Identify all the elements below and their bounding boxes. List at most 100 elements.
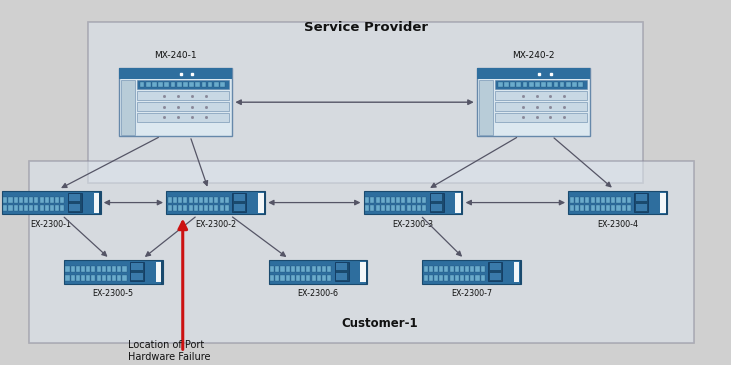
Bar	[107, 266, 111, 272]
Bar	[401, 205, 406, 211]
Bar	[24, 197, 28, 203]
Bar	[69, 194, 80, 201]
Bar	[194, 197, 198, 203]
Bar	[490, 273, 501, 280]
Text: EX-2300-1: EX-2300-1	[31, 220, 72, 229]
Bar	[137, 91, 230, 100]
Bar	[406, 197, 411, 203]
Bar	[586, 205, 589, 211]
Bar	[81, 274, 85, 281]
Bar	[183, 82, 188, 87]
Bar	[578, 82, 583, 87]
Bar	[510, 82, 515, 87]
Bar	[616, 205, 621, 211]
Text: EX-2300-6: EX-2300-6	[298, 289, 338, 299]
Bar	[611, 205, 616, 211]
Bar	[60, 205, 64, 211]
Bar	[606, 205, 610, 211]
Bar	[296, 274, 300, 281]
Bar	[276, 274, 279, 281]
Bar	[50, 197, 54, 203]
Bar	[336, 263, 347, 270]
Bar	[173, 197, 177, 203]
Bar	[234, 194, 245, 201]
Bar	[396, 205, 401, 211]
Bar	[580, 205, 584, 211]
Bar	[429, 266, 433, 272]
Bar	[376, 205, 379, 211]
Bar	[264, 191, 265, 215]
Bar	[204, 205, 208, 211]
Bar	[166, 191, 265, 215]
Bar	[55, 197, 59, 203]
Bar	[495, 91, 587, 100]
Bar	[488, 262, 502, 281]
Bar	[29, 197, 34, 203]
Bar	[391, 205, 395, 211]
Bar	[224, 205, 229, 211]
Bar	[327, 274, 331, 281]
Bar	[541, 82, 546, 87]
Bar	[306, 266, 311, 272]
Bar	[137, 80, 230, 89]
Bar	[480, 80, 493, 135]
Bar	[66, 266, 69, 272]
Bar	[14, 197, 18, 203]
Bar	[71, 274, 75, 281]
Bar	[475, 274, 480, 281]
Bar	[336, 273, 347, 280]
Bar	[621, 197, 626, 203]
Bar	[570, 205, 574, 211]
Bar	[516, 82, 521, 87]
Bar	[281, 274, 284, 281]
Bar	[412, 205, 416, 211]
Bar	[460, 274, 464, 281]
Bar	[429, 274, 433, 281]
Bar	[514, 262, 519, 282]
Bar	[173, 205, 177, 211]
Bar	[24, 205, 28, 211]
Bar	[635, 193, 648, 212]
Bar	[366, 197, 369, 203]
Bar	[118, 69, 232, 136]
Bar	[4, 197, 7, 203]
Bar	[596, 197, 600, 203]
Bar	[214, 82, 219, 87]
Bar	[504, 82, 509, 87]
Bar	[465, 274, 469, 281]
FancyBboxPatch shape	[88, 22, 643, 182]
Bar	[591, 197, 594, 203]
Bar	[417, 205, 421, 211]
Text: Location of Port: Location of Port	[128, 340, 204, 350]
Bar	[606, 197, 610, 203]
Bar	[178, 205, 182, 211]
Bar	[121, 80, 135, 135]
Bar	[91, 266, 96, 272]
Text: Hardware Failure: Hardware Failure	[128, 352, 211, 362]
Bar	[177, 82, 181, 87]
Bar	[523, 82, 527, 87]
Bar	[199, 197, 203, 203]
Bar	[96, 266, 101, 272]
Bar	[45, 205, 49, 211]
Bar	[122, 266, 126, 272]
Bar	[412, 197, 416, 203]
Bar	[170, 82, 175, 87]
Bar	[45, 197, 49, 203]
Text: EX-2300-7: EX-2300-7	[451, 289, 492, 299]
Bar	[455, 193, 461, 212]
Bar	[291, 274, 295, 281]
Bar	[76, 274, 80, 281]
Bar	[178, 197, 182, 203]
Bar	[401, 197, 406, 203]
Bar	[19, 205, 23, 211]
Text: EX-2300-4: EX-2300-4	[597, 220, 638, 229]
Bar	[461, 191, 462, 215]
Bar	[130, 262, 144, 281]
Bar	[566, 82, 571, 87]
Bar	[391, 197, 395, 203]
Bar	[434, 266, 438, 272]
Bar	[152, 82, 156, 87]
Bar	[386, 197, 390, 203]
Bar	[102, 266, 106, 272]
